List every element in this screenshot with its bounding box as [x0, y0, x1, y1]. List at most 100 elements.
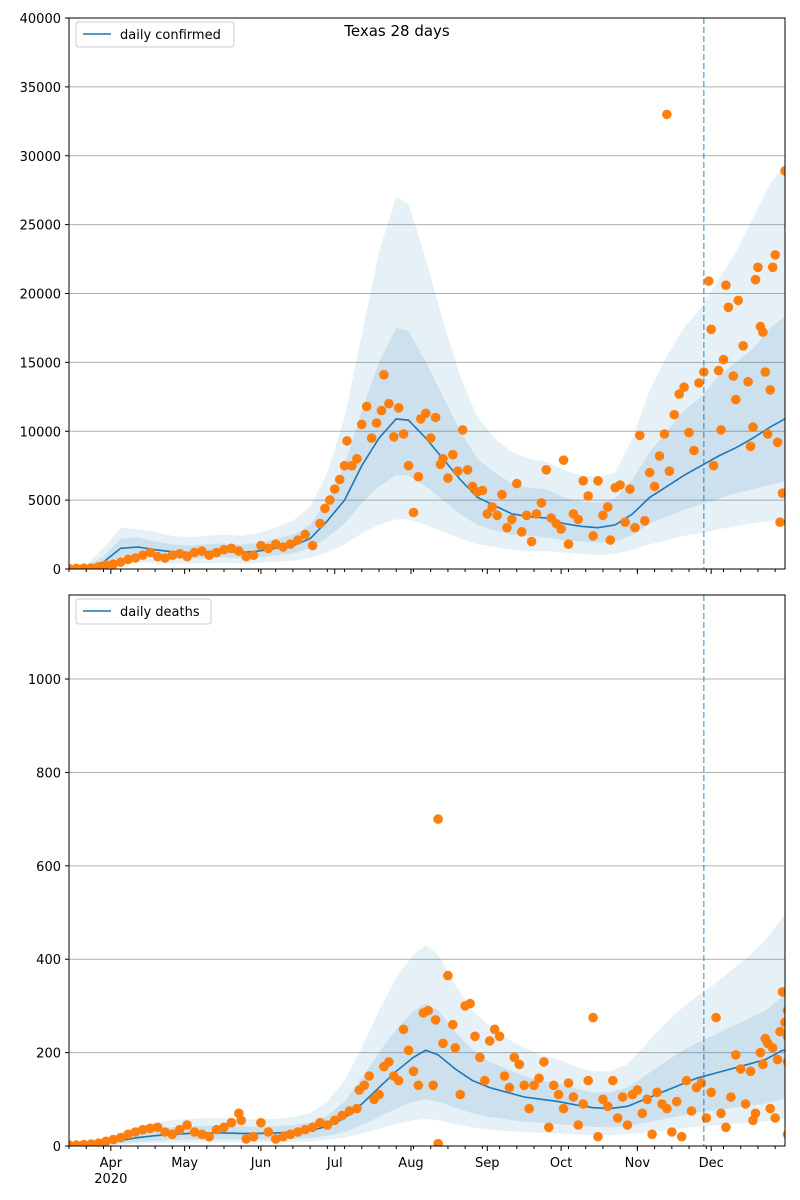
observed-point: [197, 546, 207, 556]
observed-point: [234, 546, 244, 556]
observed-point: [772, 1054, 783, 1065]
observed-point: [780, 166, 785, 176]
observed-point: [438, 1038, 448, 1049]
observed-point: [507, 514, 517, 525]
x-tick-label: May: [171, 1156, 198, 1171]
observed-point: [529, 1080, 539, 1091]
observed-point: [470, 1031, 480, 1042]
observed-point: [713, 365, 724, 376]
observed-point: [371, 418, 382, 428]
observed-point: [329, 484, 340, 494]
observed-point: [219, 1122, 229, 1133]
observed-point: [534, 1073, 544, 1084]
observed-point: [256, 540, 266, 551]
observed-point: [681, 1075, 692, 1086]
observed-point: [248, 1131, 259, 1142]
observed-point: [750, 274, 761, 285]
observed-point: [684, 427, 694, 438]
observed-point: [71, 563, 82, 569]
observed-point: [453, 466, 463, 477]
observed-point: [361, 401, 372, 412]
observed-point: [484, 1036, 495, 1046]
observed-point: [389, 432, 399, 442]
observed-point: [593, 476, 603, 486]
observed-point: [433, 814, 443, 824]
observed-point: [583, 491, 593, 501]
observed-point: [780, 1017, 785, 1028]
y-tick-label: 0: [53, 563, 61, 578]
observed-point: [492, 510, 502, 521]
observed-point: [123, 554, 133, 565]
observed-point: [696, 1078, 707, 1088]
observed-point: [642, 1094, 652, 1105]
observed-point: [703, 276, 714, 286]
observed-point: [270, 539, 281, 549]
observed-point: [138, 550, 148, 560]
observed-point: [598, 510, 608, 521]
observed-point: [167, 550, 178, 560]
observed-point: [413, 1080, 424, 1091]
observed-point: [731, 394, 741, 405]
observed-point: [226, 1117, 237, 1128]
y-tick-label: 40000: [20, 12, 61, 27]
y-tick-label: 25000: [20, 219, 61, 234]
observed-point: [430, 412, 441, 423]
observed-point: [475, 1052, 485, 1063]
observed-point: [86, 1139, 96, 1146]
observed-point: [721, 1122, 731, 1133]
observed-point: [777, 987, 785, 997]
legend-box: [75, 598, 212, 625]
observed-point: [421, 408, 431, 419]
observed-point: [403, 460, 414, 471]
observed-point: [236, 1115, 246, 1126]
observed-point: [531, 509, 542, 519]
observed-point: [322, 1120, 333, 1130]
observed-point: [588, 531, 598, 541]
observed-point: [563, 539, 574, 549]
observed-point: [152, 551, 163, 562]
observed-point: [489, 1024, 500, 1035]
daily-deaths-panel: 0 200 400 600 800 1000 Apr May Jun Jul Aug Sep Oct No…: [28, 594, 786, 1187]
observed-point: [630, 522, 640, 533]
observed-point: [93, 562, 104, 569]
observed-point: [359, 1080, 370, 1091]
observed-point: [352, 1103, 362, 1114]
observed-point: [750, 1108, 761, 1119]
observed-point: [605, 535, 616, 545]
observed-point: [509, 1052, 520, 1063]
observed-point: [108, 1134, 119, 1145]
observed-point: [344, 1106, 355, 1116]
model-median-line: [69, 417, 785, 569]
observed-point: [649, 481, 660, 492]
observed-point: [512, 478, 522, 489]
observed-point: [708, 460, 719, 471]
observed-point: [450, 1043, 461, 1053]
observed-point: [603, 502, 613, 512]
observed-point: [174, 1124, 185, 1135]
observed-point: [782, 1032, 785, 1041]
observed-point: [514, 1059, 525, 1070]
observed-point: [617, 1092, 628, 1102]
observed-point: [366, 433, 377, 443]
observed-point: [521, 510, 532, 521]
observed-point: [342, 436, 352, 446]
observed-point: [659, 429, 670, 439]
observed-point: [364, 1071, 375, 1081]
observed-point: [578, 1099, 588, 1109]
plot-area: [69, 814, 785, 1146]
observed-point: [782, 1130, 785, 1139]
observed-point: [578, 476, 588, 486]
observed-point: [573, 514, 584, 525]
observed-point: [263, 1127, 274, 1137]
observed-point: [637, 1108, 648, 1119]
observed-point: [573, 1120, 584, 1130]
observed-point: [745, 441, 756, 452]
observed-point: [438, 454, 448, 464]
observed-point: [558, 1103, 569, 1114]
observed-point: [482, 509, 493, 519]
observed-point: [315, 518, 325, 529]
y-tick-label: 30000: [20, 150, 61, 165]
observed-point: [241, 1134, 251, 1144]
observed-point: [285, 1129, 296, 1140]
observed-point: [384, 1057, 394, 1067]
